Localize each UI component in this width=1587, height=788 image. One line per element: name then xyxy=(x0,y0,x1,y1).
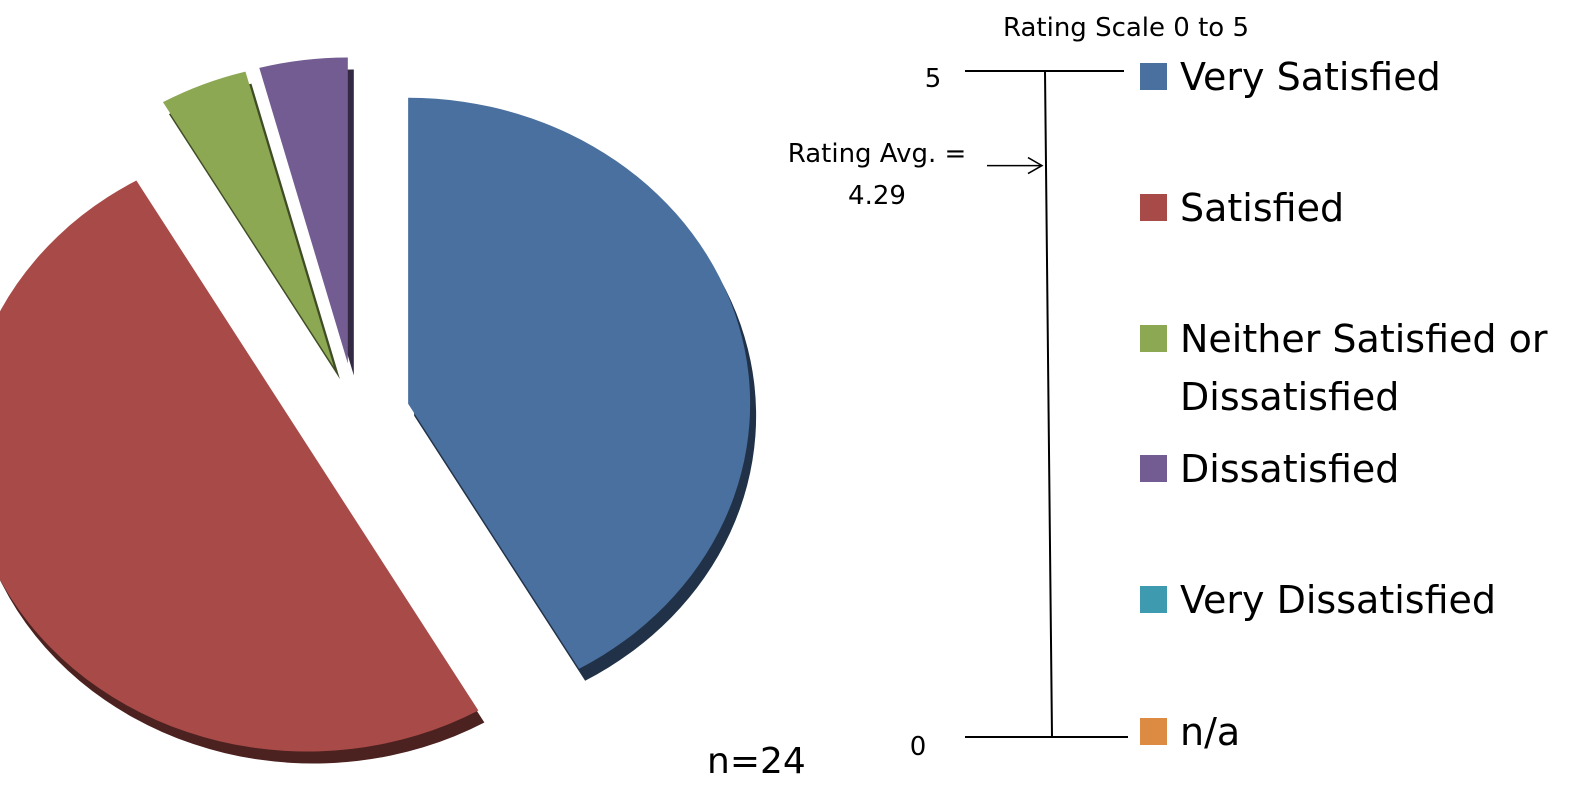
legend-swatch xyxy=(1140,194,1167,221)
legend-label: Satisfied xyxy=(1180,186,1344,230)
rating-scale-axis xyxy=(1044,70,1053,738)
pie-chart xyxy=(0,57,757,764)
legend-label: Very Dissatisfied xyxy=(1180,578,1496,622)
legend-swatch xyxy=(1140,718,1167,745)
rating-average-value: 4.29 xyxy=(848,181,906,211)
legend-item: Dissatisfied xyxy=(1140,447,1399,491)
pie-slice-top xyxy=(162,71,334,368)
pie-slice-satisfied xyxy=(0,180,485,764)
pie-slice-top xyxy=(259,57,348,364)
legend-label: Dissatisfied xyxy=(1180,375,1399,419)
legend-item: n/a xyxy=(1140,710,1240,754)
legend-label: Dissatisfied xyxy=(1180,447,1399,491)
pie-slice-top xyxy=(408,97,751,669)
legend-item: Satisfied xyxy=(1140,186,1344,230)
pie-slice-top xyxy=(0,180,479,752)
legend-swatch xyxy=(1140,325,1167,352)
rating-average-label: Rating Avg. = xyxy=(788,139,967,169)
rating-scale-min-label: 0 xyxy=(910,732,927,762)
pie-slice-very-satisfied xyxy=(408,97,757,681)
rating-scale-max-label: 5 xyxy=(925,64,942,94)
legend-label: n/a xyxy=(1180,710,1240,754)
legend-swatch xyxy=(1140,455,1167,482)
rating-scale: Rating Scale 0 to 5 5 0 Rating Avg. = 4.… xyxy=(788,13,1249,762)
legend-swatch xyxy=(1140,586,1167,613)
sample-size-label: n=24 xyxy=(707,741,806,782)
pie-slice-neither-satisfied-or-dissatisfied xyxy=(162,71,340,380)
legend-item: Very Dissatisfied xyxy=(1140,578,1496,622)
legend-label: Very Satisfied xyxy=(1180,55,1441,99)
arrow-head xyxy=(1027,156,1044,175)
legend-item: Neither Satisfied or Dissatisfied xyxy=(1140,317,1548,419)
legend-label: Neither Satisfied or xyxy=(1180,317,1548,361)
legend-swatch xyxy=(1140,63,1167,90)
legend-item: Very Satisfied xyxy=(1140,55,1441,99)
pie-slice-dissatisfied xyxy=(259,57,354,376)
rating-scale-title: Rating Scale 0 to 5 xyxy=(1003,13,1249,43)
legend: Very Satisfied Satisfied Neither Satisfied… xyxy=(1140,55,1548,754)
rating-average-arrow xyxy=(987,156,1044,175)
